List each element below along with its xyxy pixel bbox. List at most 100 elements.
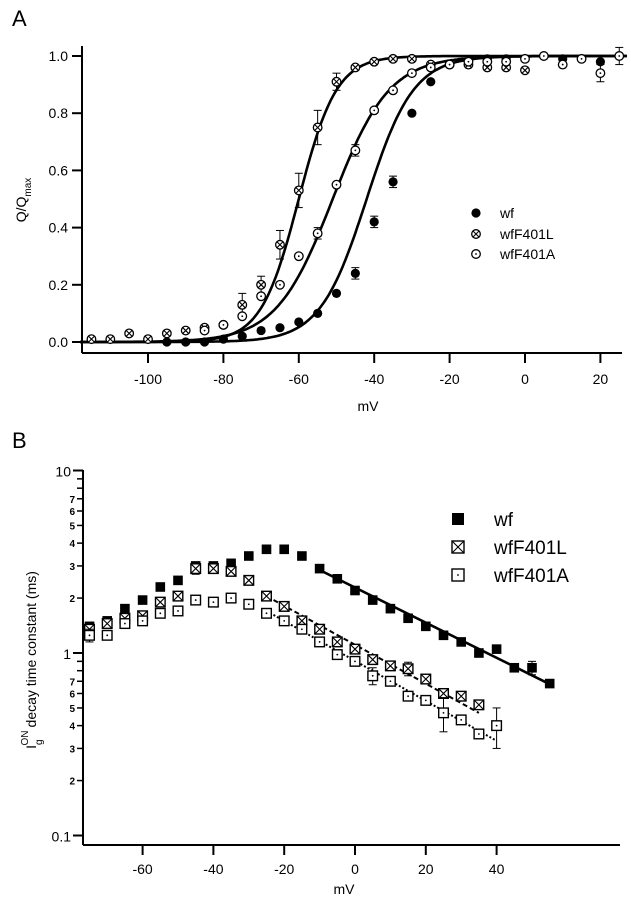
- y-minor-tick-label: 3: [69, 562, 75, 573]
- data-point-wff401a: [237, 311, 248, 322]
- marker-cross: [208, 563, 219, 574]
- data-point-wff401a: [199, 325, 210, 336]
- data-point-wff401a: [557, 59, 568, 70]
- marker-filled-circle: [471, 208, 481, 218]
- marker-filled-square: [279, 544, 289, 555]
- data-point-wff401a: [595, 68, 606, 79]
- data-point-wf: [491, 644, 502, 654]
- x-axis-title: mV: [358, 398, 380, 414]
- marker-dot: [542, 55, 545, 57]
- marker-cross: [125, 330, 133, 337]
- marker-dot: [194, 599, 197, 601]
- data-point-wff401a: [256, 291, 267, 302]
- data-point-wff401a: [83, 629, 95, 641]
- marker-dot: [424, 699, 427, 702]
- marker-cross: [402, 663, 414, 674]
- y-major-tick-label: 1: [63, 646, 71, 662]
- y-axis-title: IgONdecay time constant (ms): [20, 571, 45, 749]
- data-point-wf: [137, 595, 148, 605]
- marker-cross: [351, 64, 359, 71]
- data-point-wff401a: [384, 675, 396, 687]
- y-axis-title: Q/Qmax: [13, 178, 34, 223]
- marker-cross: [451, 540, 465, 554]
- data-point-wff401a: [119, 618, 131, 630]
- data-point-wff401a: [190, 594, 202, 606]
- marker-dot: [354, 660, 356, 663]
- data-point-wf: [474, 648, 484, 658]
- marker-cross: [276, 241, 284, 249]
- marker-filled-circle: [388, 177, 398, 187]
- data-point-wff401l: [256, 279, 267, 290]
- data-point-wf: [244, 551, 254, 561]
- marker-cross: [102, 618, 113, 629]
- legend-label-wff401l: wfF401L: [499, 226, 554, 242]
- data-point-wf: [256, 325, 266, 336]
- marker-filled-square: [527, 662, 537, 673]
- data-point-wff401l: [406, 53, 417, 64]
- marker-cross: [88, 335, 95, 343]
- marker-cross: [279, 601, 290, 612]
- marker-cross: [349, 643, 361, 655]
- data-point-wf: [332, 574, 343, 584]
- marker-filled-circle: [369, 217, 379, 227]
- data-point-wff401a: [349, 655, 361, 667]
- marker-cross: [190, 563, 201, 574]
- marker-dot: [389, 680, 392, 683]
- legend-marker-wff401a: [471, 249, 481, 259]
- marker-cross: [389, 55, 397, 63]
- marker-filled-square: [173, 575, 183, 586]
- legend-label-wf: wf: [493, 510, 514, 531]
- data-point-wff401l: [161, 328, 172, 339]
- data-point-wff401a: [420, 694, 432, 706]
- marker-dot: [371, 674, 374, 677]
- marker-cross: [225, 566, 237, 577]
- data-point-wf: [509, 662, 520, 673]
- marker-dot: [177, 610, 179, 612]
- marker-dot: [265, 612, 268, 615]
- data-point-wff401a: [388, 85, 399, 96]
- data-point-wff401a: [331, 179, 342, 190]
- data-point-wff401l: [349, 643, 361, 655]
- x-tick-label: -40: [364, 371, 384, 387]
- legend-marker-wf: [452, 513, 464, 525]
- data-point-wf: [438, 630, 449, 641]
- data-point-wf: [297, 551, 307, 561]
- data-point-wff401l: [520, 65, 530, 76]
- marker-dot: [475, 253, 477, 255]
- data-point-wff401l: [225, 565, 237, 577]
- data-point-wff401a: [520, 53, 530, 64]
- marker-filled-square: [226, 558, 236, 569]
- data-point-wf: [162, 337, 172, 347]
- data-point-wf: [331, 288, 342, 298]
- marker-dot: [318, 641, 321, 643]
- data-point-wf: [595, 57, 606, 67]
- data-point-wff401l: [420, 673, 432, 685]
- y-minor-tick-label: 6: [69, 689, 75, 700]
- data-point-wff401a: [614, 51, 625, 61]
- marker-filled-square: [403, 613, 413, 624]
- data-point-wf: [314, 563, 325, 574]
- marker-dot: [247, 603, 250, 606]
- x-tick-label: 20: [418, 861, 434, 877]
- data-point-wf: [218, 334, 228, 344]
- marker-cross: [420, 673, 431, 685]
- legend-marker-wff401l: [471, 229, 481, 239]
- y-tick-label: 0.4: [49, 220, 69, 236]
- panel-label-b: B: [12, 428, 27, 453]
- y-minor-tick-label: 4: [69, 539, 75, 550]
- legend-marker-wf: [471, 208, 481, 218]
- marker-cross: [370, 58, 378, 66]
- marker-cross: [295, 187, 303, 194]
- data-point-wff401a: [367, 670, 379, 682]
- x-tick-label: -100: [134, 371, 162, 387]
- y-minor-tick-label: 6: [69, 507, 75, 518]
- data-point-wff401l: [261, 590, 273, 602]
- marker-cross: [314, 124, 322, 131]
- marker-filled-circle: [256, 325, 266, 336]
- panel-a-chart: 0.0 0.2 0.4 0.6 0.8 1.0 -100 -80 -60 -40 -20 0 20 mV Q…: [13, 46, 627, 414]
- data-point-wff401a: [402, 690, 414, 702]
- marker-filled-square: [261, 544, 272, 555]
- data-point-wf: [403, 613, 413, 624]
- data-point-wf: [294, 317, 304, 327]
- data-point-wf: [421, 621, 431, 632]
